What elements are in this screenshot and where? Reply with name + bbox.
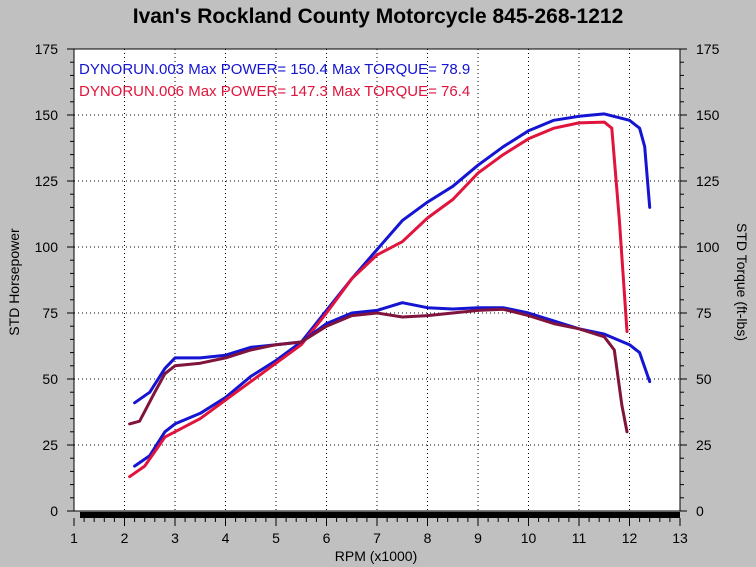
series-line-1 xyxy=(128,120,629,479)
y-tick-label-left: 175 xyxy=(35,41,59,57)
x-tick-label: 7 xyxy=(373,530,381,546)
y-tick-labels-left: 0 25 50 75 100 125 150 175 xyxy=(35,41,59,519)
x-tick-label: 8 xyxy=(424,530,432,546)
y-tick-label-right: 100 xyxy=(696,239,720,255)
x-tick-label: 6 xyxy=(323,530,331,546)
y-tick-label-left: 150 xyxy=(35,107,59,123)
x-axis-bar xyxy=(80,512,680,518)
y-tick-label-right: 50 xyxy=(696,371,712,387)
x-tick-label: 4 xyxy=(222,530,230,546)
x-tick-label: 12 xyxy=(622,530,638,546)
y-axis-label-right: STD Torque (ft-lbs) xyxy=(734,223,750,341)
x-tick-label: 3 xyxy=(171,530,179,546)
x-tick-label: 5 xyxy=(272,530,280,546)
y-tick-label-left: 25 xyxy=(42,437,58,453)
legend-entry-run003: DYNORUN.003 Max POWER= 150.4 Max TORQUE=… xyxy=(79,61,470,78)
y-tick-label-left: 0 xyxy=(50,503,58,519)
grid-lines xyxy=(74,49,680,511)
x-axis-label: RPM (x1000) xyxy=(335,548,417,564)
series-line-3 xyxy=(128,307,629,434)
x-tick-label: 13 xyxy=(672,530,688,546)
y-tick-label-left: 50 xyxy=(42,371,58,387)
chart-title: Ivan's Rockland County Motorcycle 845-26… xyxy=(133,5,624,28)
y-axis-label-left: STD Horsepower xyxy=(6,228,22,336)
y-tick-label-right: 150 xyxy=(696,107,720,123)
y-tick-label-right: 175 xyxy=(696,41,720,57)
x-tick-label: 11 xyxy=(572,530,587,546)
x-tick-label: 1 xyxy=(70,530,78,546)
y-tick-label-left: 125 xyxy=(35,173,59,189)
x-tick-label: 2 xyxy=(121,530,129,546)
legend-entry-run006: DYNORUN.006 Max POWER= 147.3 Max TORQUE=… xyxy=(79,83,470,100)
y-tick-label-right: 75 xyxy=(696,305,712,321)
y-tick-labels-right: 0 25 50 75 100 125 150 175 xyxy=(696,41,720,519)
minor-ticks xyxy=(67,48,687,526)
y-tick-label-right: 0 xyxy=(696,503,704,519)
series-line-0 xyxy=(133,112,652,468)
x-tick-label: 10 xyxy=(521,530,537,546)
y-tick-label-left: 75 xyxy=(42,305,58,321)
y-tick-label-right: 25 xyxy=(696,437,712,453)
x-tick-label: 9 xyxy=(474,530,482,546)
x-tick-labels: 1 2 3 4 5 6 7 8 9 10 11 12 13 xyxy=(70,530,688,546)
y-tick-label-right: 125 xyxy=(696,173,720,189)
data-series xyxy=(128,112,652,479)
y-tick-label-left: 100 xyxy=(35,239,59,255)
